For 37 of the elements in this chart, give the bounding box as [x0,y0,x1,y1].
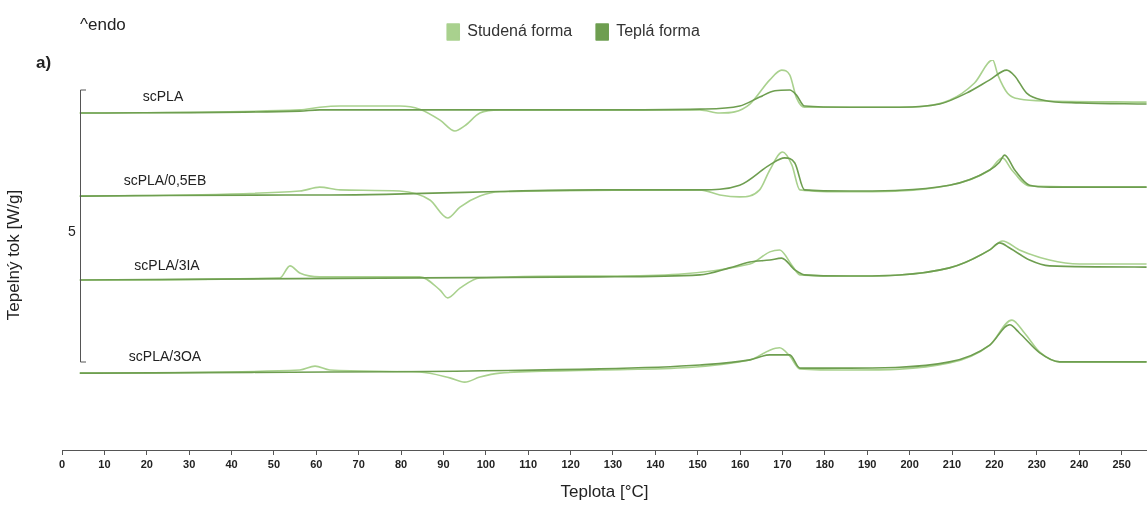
x-axis-title: Teplota [°C] [560,482,649,502]
x-tick-label: 230 [1027,457,1046,470]
x-tick-label: 220 [985,457,1004,470]
annotation: 5 [68,222,77,239]
x-tick-label: 140 [646,457,665,470]
x-tick-label: 200 [900,457,919,470]
annotation: scPLA/0,5EB [123,171,207,188]
x-tick-label: 90 [437,457,450,470]
x-tick-label: 130 [603,457,623,470]
x-tick-label: 100 [476,457,496,470]
x-tick-label: 190 [858,457,877,470]
x-tick-label: 30 [183,457,196,470]
x-tick-label: 10 [98,457,111,470]
x-tick-label: 60 [310,457,323,470]
x-tick-label: 210 [942,457,962,470]
legend-label: Studená forma [467,22,573,40]
text: ^endo [80,14,126,34]
x-tick-label: 70 [352,457,365,470]
x-tick-label: 170 [773,457,792,470]
x-tick-label: 80 [394,457,408,470]
text: a) [36,52,52,72]
x-tick-label: 110 [519,457,538,470]
x-tick-label: 240 [1070,457,1089,470]
annotation: scPLA/3OA [128,347,202,364]
x-tick-label: 250 [1112,457,1131,470]
x-tick-label: 40 [225,457,238,470]
y-axis-title: Tepelný tok [W/g] [3,189,23,321]
annotation: scPLA [142,87,184,104]
x-tick-label: 0 [58,457,66,470]
x-tick-label: 20 [140,457,153,470]
x-tick-label: 160 [730,457,750,470]
x-tick-label: 50 [267,457,281,470]
annotation: scPLA/3IA [134,256,201,273]
legend-label: Teplá forma [616,22,700,40]
x-tick-label: 180 [815,457,835,470]
x-tick-label: 120 [561,457,580,470]
x-tick-label: 150 [688,457,707,470]
